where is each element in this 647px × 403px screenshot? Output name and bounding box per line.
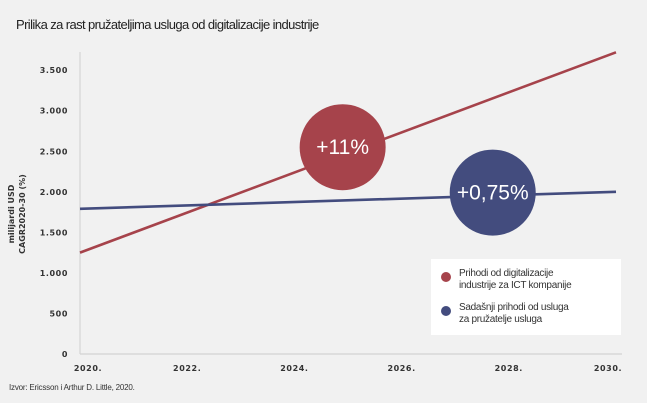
- legend-label: Prihodi od digitalizacije industrije za …: [459, 268, 572, 292]
- legend-marker-blue-icon: [441, 306, 451, 316]
- x-tick-label: 2022.: [173, 364, 201, 373]
- y-axis-label-line: CAGR2020-30 (%): [18, 174, 27, 254]
- legend-item-digitalization: Prihodi od digitalizacije industrije za …: [441, 268, 572, 292]
- source-note: Izvor: Ericsson i Arthur D. Little, 2020…: [9, 383, 135, 392]
- y-tick-label: 1.000: [40, 269, 68, 278]
- y-axis-label-line: milijardi USD: [7, 184, 16, 243]
- line-chart: 0 500 1.000 1.500 2.000 2.500 3.000 3.500 2020.…: [7, 51, 622, 373]
- annotation-bubbles: +11% +0,75%: [299, 104, 536, 236]
- legend-label-line: Prihodi od digitalizacije: [459, 268, 554, 279]
- cagr-bubble-label: +11%: [316, 136, 369, 159]
- legend-label-line: Sadašnji prihodi od usluga: [459, 302, 569, 313]
- legend: Prihodi od digitalizacije industrije za …: [431, 259, 621, 335]
- y-tick-label: 3.000: [40, 107, 68, 116]
- axes: [79, 52, 622, 355]
- legend-label-line: industrije za ICT kompanije: [459, 280, 572, 291]
- legend-label: Sadašnji prihodi od usluga za pružatelje…: [459, 302, 569, 326]
- legend-marker-red-icon: [441, 272, 451, 282]
- y-tick-label: 2.500: [40, 147, 68, 156]
- y-tick-label: 2.000: [40, 188, 68, 197]
- legend-label-line: za pružatelje usluga: [459, 314, 542, 325]
- x-tick-label: 2030.: [594, 364, 622, 373]
- y-tick-label: 3.500: [40, 66, 68, 75]
- y-tick-label: 500: [50, 309, 69, 318]
- chart-title: Prilika za rast pružateljima usluga od d…: [16, 17, 319, 32]
- cagr-bubble-1: [449, 149, 536, 236]
- y-tick-label: 0: [62, 350, 68, 359]
- cagr-bubble-label: +0,75%: [457, 182, 529, 205]
- x-tick-label: 2026.: [387, 364, 415, 373]
- x-tick-labels: 2020. 2022. 2024. 2026. 2028. 2030.: [74, 364, 622, 373]
- x-tick-label: 2028.: [495, 364, 523, 373]
- x-tick-label: 2024.: [280, 364, 308, 373]
- legend-item-current-revenue: Sadašnji prihodi od usluga za pružatelje…: [441, 302, 569, 326]
- cagr-bubble-0: [299, 104, 386, 191]
- x-tick-label: 2020.: [74, 364, 102, 373]
- y-axis-label: milijardi USD CAGR2020-30 (%): [7, 174, 27, 254]
- y-tick-labels: 0 500 1.000 1.500 2.000 2.500 3.000 3.500: [40, 66, 68, 359]
- y-tick-label: 1.500: [40, 228, 68, 237]
